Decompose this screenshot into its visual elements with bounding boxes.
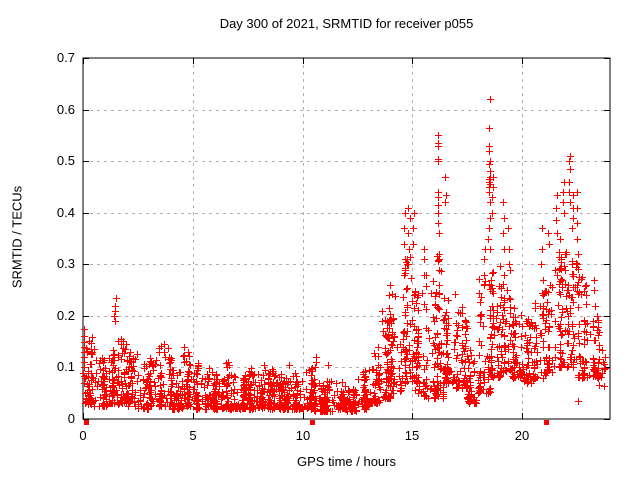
svg-text:0.1: 0.1 [57, 359, 75, 374]
svg-text:0: 0 [68, 411, 75, 426]
y-axis-label: SRMTID / TECUs [9, 185, 25, 289]
svg-text:20: 20 [515, 428, 529, 443]
svg-text:0.3: 0.3 [57, 256, 75, 271]
svg-text:0.6: 0.6 [57, 102, 75, 117]
chart-title: Day 300 of 2021, SRMTID for receiver p05… [219, 16, 474, 31]
svg-text:0.7: 0.7 [57, 50, 75, 65]
x-axis-label: GPS time / hours [297, 454, 396, 469]
svg-text:0.5: 0.5 [57, 153, 75, 168]
svg-text:0.2: 0.2 [57, 308, 75, 323]
svg-text:0: 0 [79, 428, 86, 443]
svg-text:0.4: 0.4 [57, 205, 75, 220]
svg-text:15: 15 [405, 428, 419, 443]
svg-text:5: 5 [189, 428, 196, 443]
svg-text:10: 10 [296, 428, 310, 443]
